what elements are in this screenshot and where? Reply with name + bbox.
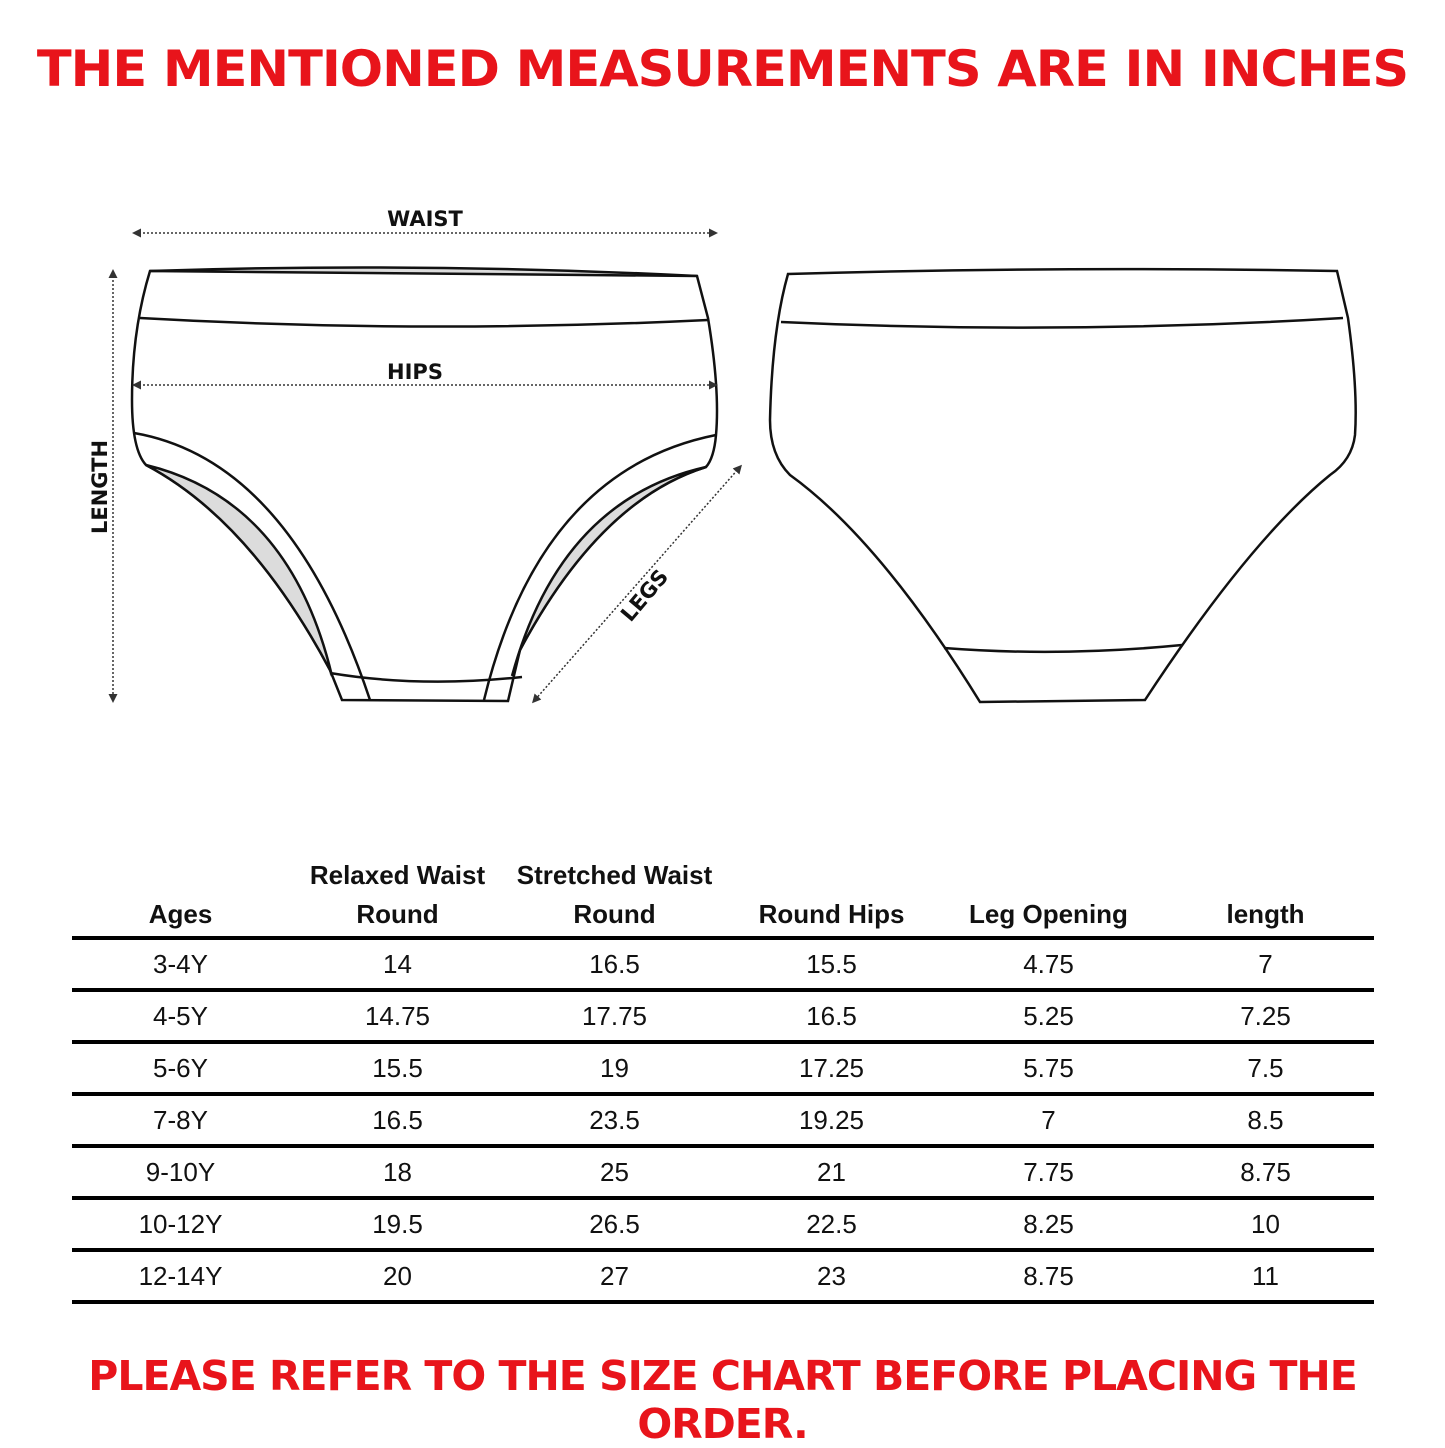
- table-cell: 17.25: [723, 1042, 940, 1096]
- column-header: Ages: [72, 856, 289, 940]
- table-cell: 3-4Y: [72, 938, 289, 992]
- table-cell: 5.25: [940, 990, 1157, 1044]
- front-outline: [130, 269, 719, 703]
- table-cell: 7.5: [1157, 1042, 1374, 1096]
- hips-label: HIPS: [387, 360, 443, 384]
- table-cell: 8.75: [940, 1250, 1157, 1304]
- legs-label: LEGS: [616, 565, 673, 626]
- table-cell: 5.75: [940, 1042, 1157, 1096]
- table-cell: 15.5: [289, 1042, 506, 1096]
- table-cell: 20: [289, 1250, 506, 1304]
- table-row: 4-5Y 14.75 17.75 16.5 5.25 7.25: [72, 990, 1374, 1044]
- table-row: 10-12Y 19.5 26.5 22.5 8.25 10: [72, 1198, 1374, 1252]
- table-cell: 16.5: [506, 938, 723, 992]
- table-cell: 19: [506, 1042, 723, 1096]
- column-header: Stretched Waist Round: [506, 856, 723, 940]
- table-cell: 7: [1157, 938, 1374, 992]
- table-cell: 8.75: [1157, 1146, 1374, 1200]
- table-cell: 26.5: [506, 1198, 723, 1252]
- table-cell: 19.5: [289, 1198, 506, 1252]
- table-cell: 17.75: [506, 990, 723, 1044]
- table-cell: 27: [506, 1250, 723, 1304]
- table-cell: 10: [1157, 1198, 1374, 1252]
- table-row: 5-6Y 15.5 19 17.25 5.75 7.5: [72, 1042, 1374, 1096]
- table-cell: 7.25: [1157, 990, 1374, 1044]
- footer-note: PLEASE REFER TO THE SIZE CHART BEFORE PL…: [88, 1352, 1357, 1448]
- column-header: Relaxed Waist Round: [289, 856, 506, 940]
- table-cell: 9-10Y: [72, 1146, 289, 1200]
- table-cell: 10-12Y: [72, 1198, 289, 1252]
- table-cell: 5-6Y: [72, 1042, 289, 1096]
- table-cell: 4.75: [940, 938, 1157, 992]
- table-row: 3-4Y 14 16.5 15.5 4.75 7: [72, 938, 1374, 992]
- table-row: 9-10Y 18 25 21 7.75 8.75: [72, 1146, 1374, 1200]
- table-header-row: Ages Relaxed Waist Round Stretched Waist R…: [72, 856, 1374, 940]
- table-row: 7-8Y 16.5 23.5 19.25 7 8.5: [72, 1094, 1374, 1148]
- table-cell: 23: [723, 1250, 940, 1304]
- back-view: [768, 267, 1357, 704]
- table-cell: 23.5: [506, 1094, 723, 1148]
- page-title: THE MENTIONED MEASUREMENTS ARE IN INCHES: [36, 40, 1409, 98]
- table-cell: 11: [1157, 1250, 1374, 1304]
- table-cell: 4-5Y: [72, 990, 289, 1044]
- table-cell: 16.5: [723, 990, 940, 1044]
- column-header: Leg Opening: [940, 856, 1157, 940]
- waist-label: WAIST: [387, 207, 463, 231]
- table-cell: 25: [506, 1146, 723, 1200]
- table-cell: 21: [723, 1146, 940, 1200]
- table-cell: 14: [289, 938, 506, 992]
- table-cell: 8.25: [940, 1198, 1157, 1252]
- table-cell: 12-14Y: [72, 1250, 289, 1304]
- table-cell: 7-8Y: [72, 1094, 289, 1148]
- column-header: Round Hips: [723, 856, 940, 940]
- table-cell: 8.5: [1157, 1094, 1374, 1148]
- table-row: 12-14Y 20 27 23 8.75 11: [72, 1250, 1374, 1304]
- table-cell: 7.75: [940, 1146, 1157, 1200]
- table-cell: 7: [940, 1094, 1157, 1148]
- table-cell: 15.5: [723, 938, 940, 992]
- front-view: [108, 228, 742, 704]
- table-cell: 22.5: [723, 1198, 940, 1252]
- table-cell: 19.25: [723, 1094, 940, 1148]
- table-cell: 14.75: [289, 990, 506, 1044]
- table-cell: 18: [289, 1146, 506, 1200]
- size-chart-table: Ages Relaxed Waist Round Stretched Waist R…: [72, 856, 1374, 1304]
- garment-diagram: WAIST HIPS LENGTH LEGS: [88, 207, 1357, 704]
- table-cell: 16.5: [289, 1094, 506, 1148]
- column-header: length: [1157, 856, 1374, 940]
- length-label: LENGTH: [88, 440, 112, 534]
